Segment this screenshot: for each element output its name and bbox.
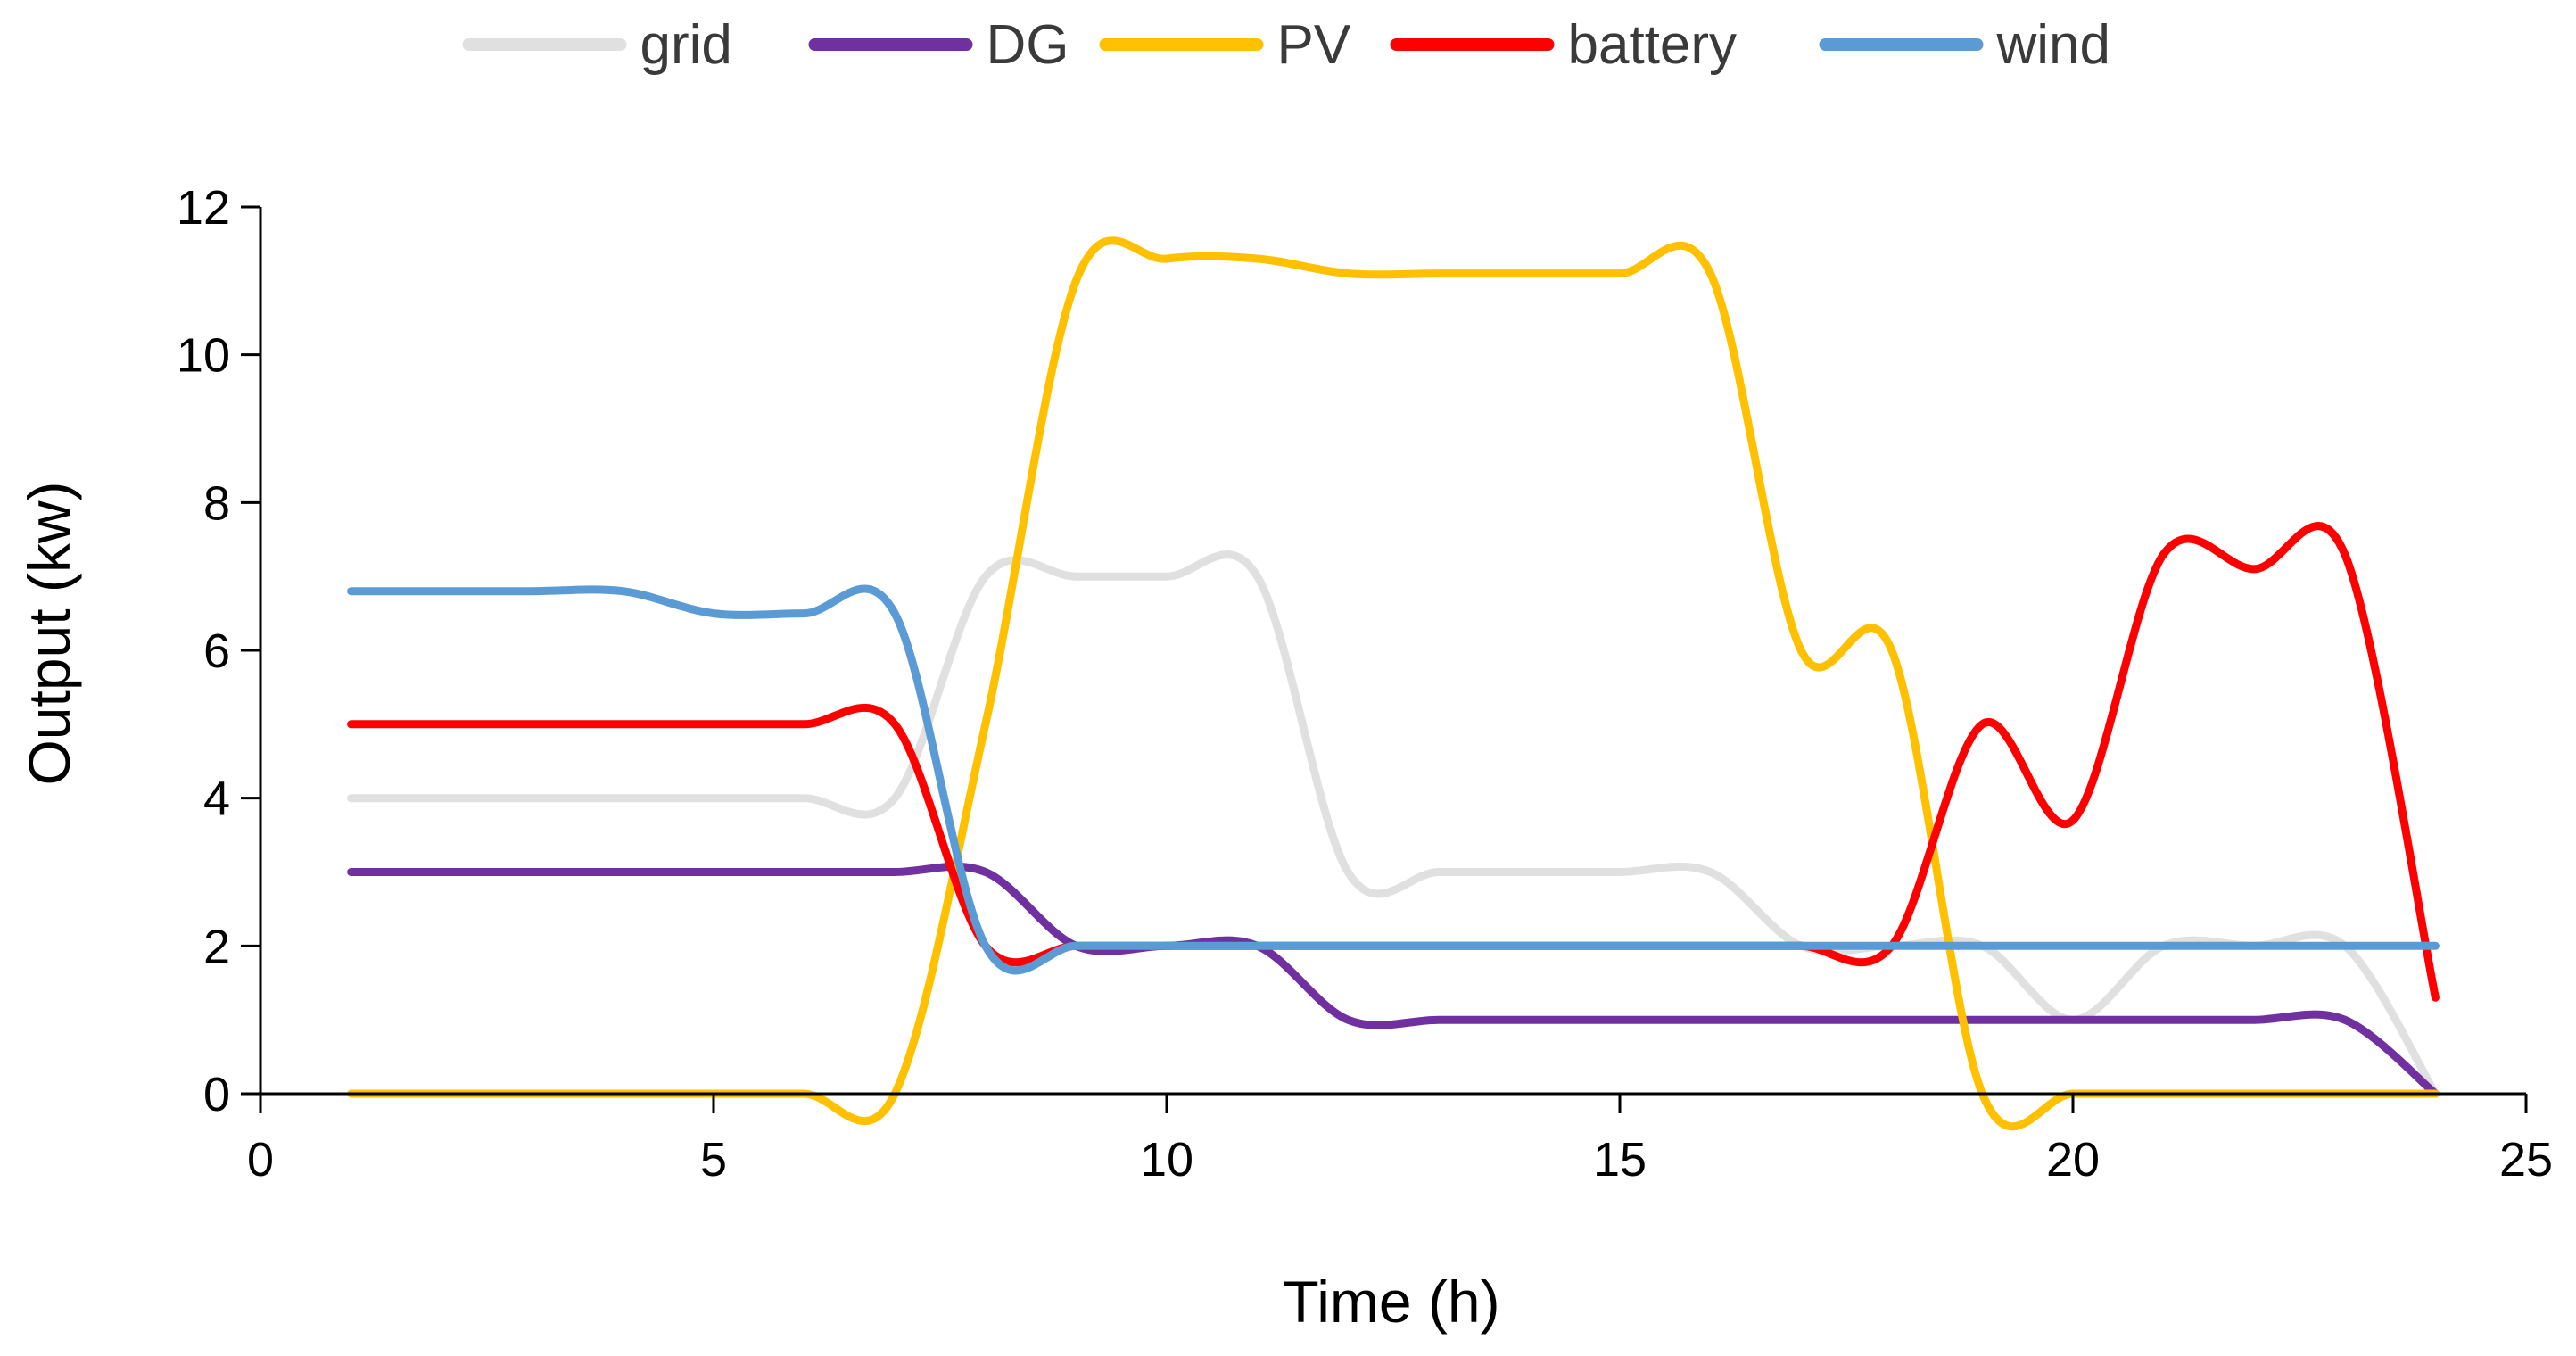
plot-area: 0 2 4 6 8 10 12 0 5 10 15 20 25 [177,181,2553,1186]
y-tick-label: 0 [203,1068,230,1121]
y-axis-title: Output (kw) [16,481,82,785]
legend-label-dg: DG [987,14,1069,76]
x-tick-label: 20 [2046,1133,2100,1186]
x-tick-label: 5 [700,1133,727,1186]
x-tick-label: 25 [2499,1133,2553,1186]
x-tick-label: 10 [1140,1133,1193,1186]
series-line-dg [347,862,2440,1098]
x-tick-label: 15 [1593,1133,1647,1186]
y-tick-label: 4 [203,773,230,826]
y-tick-label: 6 [203,624,230,678]
legend-label-pv: PV [1277,14,1351,76]
y-tick-label: 2 [203,920,230,973]
series-line-grid [347,550,2440,1098]
legend: grid DG PV battery wind [462,14,2111,76]
x-axis-title: Time (h) [1283,1269,1499,1335]
y-tick-label: 8 [203,476,230,530]
series-line-wind [347,584,2440,975]
legend-label-battery: battery [1568,14,1738,76]
x-tick-label: 0 [247,1133,274,1186]
axes-layer: 0 2 4 6 8 10 12 0 5 10 15 20 25 [177,181,2553,1186]
y-tick-label: 10 [177,329,230,383]
series-layer [347,236,2440,1131]
y-tick-label: 12 [177,181,230,235]
legend-label-wind: wind [1996,14,2111,76]
legend-label-grid: grid [640,14,732,76]
series-line-battery [347,522,2440,1002]
